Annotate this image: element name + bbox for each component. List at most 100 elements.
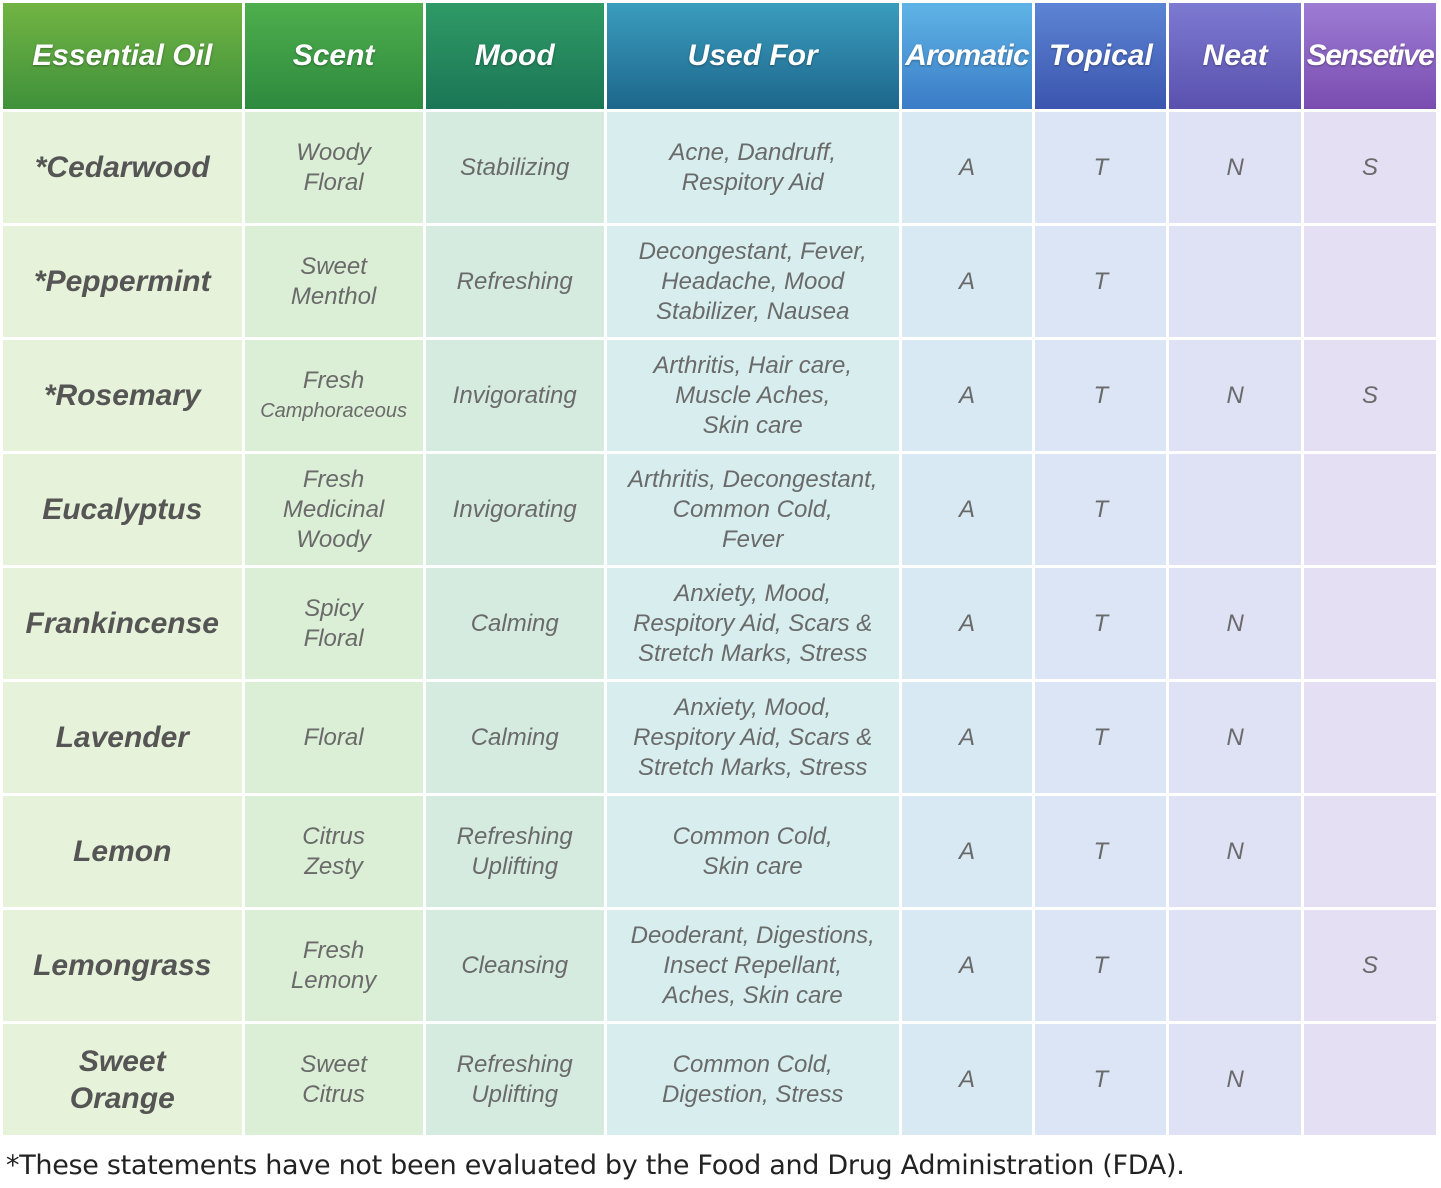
cell-line: Floral [303,624,364,652]
table-cell: Arthritis, Decongestant, Common Cold, Feve… [606,454,899,565]
table-cell: T [1035,796,1167,907]
cell-line: Eucalyptus [42,493,203,526]
oil-name: Lemongrass [3,910,242,1021]
usage-mark: S [1362,381,1379,409]
usage-mark: N [1226,1065,1244,1093]
cell-line: Muscle Aches, [675,381,831,409]
cell-line: Aches, Skin care [662,981,843,1009]
table-cell: S [1304,910,1436,1021]
usage-mark: T [1093,153,1109,181]
table-cell: Deoderant, Digestions, Insect Repellant, A… [606,910,899,1021]
usage-mark: N [1226,837,1244,865]
table-cell: S [1304,340,1436,451]
oil-table: Essential Oil Scent Mood Used For Aromatic To… [3,3,1436,1135]
table-cell: N [1169,796,1302,907]
oil-name: Lavender [3,682,242,793]
table-cell: Arthritis, Hair care, Muscle Aches, Skin c… [606,340,899,451]
usage-mark: T [1093,837,1109,865]
cell-line: Uplifting [471,852,559,880]
table-cell: Refreshing Uplifting [425,1024,604,1135]
table-cell: N [1169,682,1302,793]
table-cell: T [1035,340,1167,451]
header-cell: Neat [1169,3,1302,109]
usage-mark: T [1093,381,1109,409]
usage-mark: A [959,609,976,637]
cell-line: Citrus [302,1080,365,1108]
cell-line: Respitory Aid, Scars & [633,723,873,751]
cell-line: Common Cold, [672,1050,833,1078]
oil-name: Lemon [3,796,242,907]
cell-line: Common Cold, [672,495,833,523]
table-cell [1304,454,1436,565]
table-cell [1169,454,1302,565]
table-cell: N [1169,340,1302,451]
usage-mark: N [1226,609,1244,637]
table-row: *Peppermint Sweet Menthol Refreshing Deconge… [3,226,1436,337]
table-body: *Cedarwood Woody Floral Stabilizing Acne, Da… [3,112,1436,1135]
table-cell: Acne, Dandruff, Respitory Aid [606,112,899,223]
cell-line: Stabilizing [460,153,570,181]
cell-line: Invigorating [452,495,577,523]
table-cell: Common Cold, Skin care [606,796,899,907]
table-row: Lemongrass Fresh Lemony Cleansing Deoderant,… [3,910,1436,1021]
table-cell: Woody Floral [244,112,423,223]
cell-line: Digestion, Stress [661,1080,844,1108]
header-cell: Sensetive [1304,3,1436,109]
table-cell: A [901,796,1033,907]
cell-line: Frankincense [25,607,219,640]
usage-mark: A [959,153,976,181]
table-cell: Sweet Menthol [244,226,423,337]
table-cell: T [1035,910,1167,1021]
table-cell [1304,568,1436,679]
table-cell: A [901,910,1033,1021]
oil-name: Sweet Orange [3,1024,242,1135]
oil-name: *Rosemary [3,340,242,451]
table-cell: Anxiety, Mood, Respitory Aid, Scars & Stre… [606,682,899,793]
cell-line: Fresh [302,366,365,394]
usage-mark: A [959,951,976,979]
cell-line: Lemony [290,966,377,994]
table-cell: S [1304,112,1436,223]
table-cell: A [901,340,1033,451]
cell-line: Anxiety, Mood, [674,693,832,721]
cell-line: Woody [296,525,371,553]
table-cell: A [901,682,1033,793]
cell-line: Sweet [300,252,367,280]
table-cell: T [1035,112,1167,223]
table-cell: Invigorating [425,454,604,565]
header-cell: Essential Oil [3,3,242,109]
usage-mark: S [1362,153,1379,181]
cell-line: Anxiety, Mood, [674,579,832,607]
usage-mark: T [1093,951,1109,979]
usage-mark: N [1226,381,1244,409]
cell-line: Respitory Aid, Scars & [633,609,873,637]
table-cell: A [901,1024,1033,1135]
footnote: *These statements have not been evaluate… [6,1150,1185,1181]
cell-line: Fever [722,525,784,553]
cell-line: Menthol [290,282,377,310]
cell-line: Arthritis, Decongestant, [627,465,878,493]
table-cell [1304,796,1436,907]
cell-line: Refreshing [456,822,573,850]
table-cell: Fresh Medicinal Woody [244,454,423,565]
cell-line: Woody [296,138,371,166]
cell-line: Common Cold, [672,822,833,850]
table-row: Frankincense Spicy Floral Calming Anxiety, M… [3,568,1436,679]
cell-line: *Peppermint [33,265,211,298]
cell-line: Calming [470,609,559,637]
table-cell [1304,1024,1436,1135]
table-cell: Fresh Camphoraceous [244,340,423,451]
table-cell: Calming [425,682,604,793]
table-row: *Cedarwood Woody Floral Stabilizing Acne, Da… [3,112,1436,223]
cell-line: Stretch Marks, Stress [638,753,868,781]
cell-line: Spicy [304,594,363,622]
cell-line: Refreshing [456,1050,573,1078]
usage-mark: T [1093,495,1109,523]
table-cell: Sweet Citrus [244,1024,423,1135]
cell-line: Citrus [302,822,365,850]
cell-line: Fresh [302,465,365,493]
cell-line: Lemon [73,835,172,868]
table-row: Lemon Citrus Zesty Refreshing Uplifting Commo… [3,796,1436,907]
cell-line: Fresh [302,936,365,964]
oil-name: *Peppermint [3,226,242,337]
